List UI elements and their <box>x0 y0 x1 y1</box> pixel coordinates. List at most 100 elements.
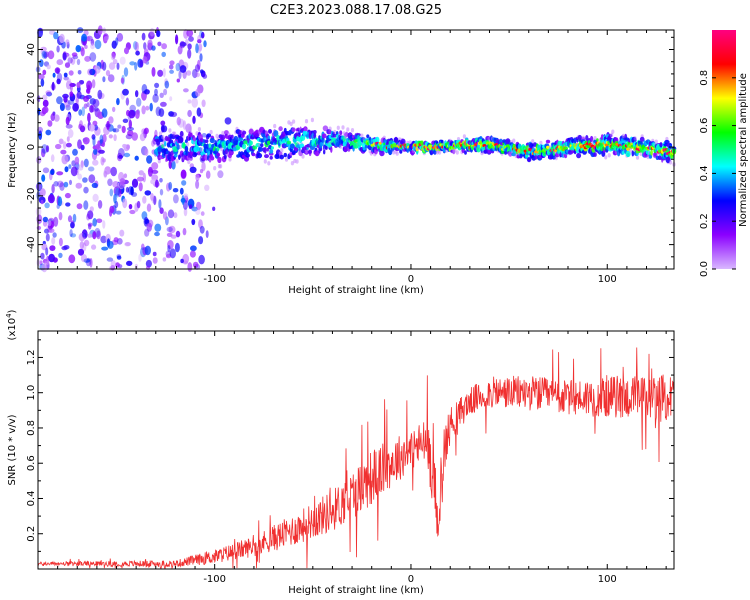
heatmap-noise-cell <box>191 97 198 108</box>
heatmap-noise-cell <box>166 226 173 233</box>
heatmap-noise-cell <box>76 203 83 210</box>
heatmap-halo-cell <box>531 139 535 144</box>
heatmap-noise-cell <box>174 242 180 253</box>
heatmap-noise-cell <box>167 209 175 219</box>
colorbar: 0.0 0.2 0.4 0.6 0.8 Normalized spectral ampl… <box>699 30 749 277</box>
heatmap-noise-cell <box>196 107 202 117</box>
heatmap-noise-cell <box>64 62 71 68</box>
heatmap-noise-cell <box>164 80 170 89</box>
heatmap-noise-cell <box>36 225 42 230</box>
heatmap-noise-cell <box>180 258 184 264</box>
heatmap-signal-cell <box>254 133 260 138</box>
heatmap-noise-cell <box>99 134 104 145</box>
heatmap-noise-cell <box>144 148 149 157</box>
heatmap-signal-cell <box>180 136 184 143</box>
heatmap-noise-cell <box>101 108 108 118</box>
heatmap-noise-cell <box>146 155 153 164</box>
heatmap-halo-cell <box>257 143 261 148</box>
heatmap-noise-cell <box>59 33 65 44</box>
heatmap-noise-cell <box>47 194 55 204</box>
heatmap-halo-cell <box>593 136 597 141</box>
heatmap-signal-cell <box>266 147 270 152</box>
snr-x-ticks: -100 0 100 <box>57 331 667 585</box>
heatmap-signal-cell <box>270 146 274 150</box>
heatmap-noise-cell <box>201 133 207 138</box>
heatmap-halo-cell <box>635 155 640 160</box>
heatmap-signal-cell <box>303 127 307 132</box>
heatmap-noise-cell <box>142 172 146 183</box>
heatmap-noise-cell <box>113 186 121 196</box>
heatmap-signal-cell <box>176 144 180 150</box>
heatmap-signal-cell <box>464 150 467 155</box>
heatmap-signal-cell <box>189 132 193 138</box>
y-tick-label: 1.0 <box>26 385 37 401</box>
heatmap-halo-cell <box>539 140 543 146</box>
heatmap-noise-cell <box>112 128 117 133</box>
heatmap-noise-cell <box>195 174 200 182</box>
heatmap-noise-cell <box>119 229 125 237</box>
heatmap-noise-cell <box>124 47 129 55</box>
heatmap-noise-cell <box>108 116 114 124</box>
heatmap-signal-cell <box>156 139 161 146</box>
heatmap-noise-cell <box>180 169 187 179</box>
heatmap-noise-cell <box>69 82 73 92</box>
heatmap-halo-cell <box>178 144 183 150</box>
heatmap-noise-cell <box>125 97 130 106</box>
heatmap-noise-cell <box>110 260 117 269</box>
heatmap-noise-cell <box>70 233 77 238</box>
heatmap-noise-cell <box>39 59 44 67</box>
heatmap-noise-cell <box>96 218 103 224</box>
heatmap-noise-cell <box>92 159 99 166</box>
heatmap-signal-cell <box>208 143 212 149</box>
heatmap-halo-cell <box>175 159 179 164</box>
heatmap-noise-cell <box>89 258 93 268</box>
heatmap-noise-cell <box>116 152 123 162</box>
heatmap-noise-cell <box>190 245 197 252</box>
heatmap-noise-cell <box>168 225 176 234</box>
heatmap-noise-cell <box>144 218 150 225</box>
heatmap-noise-cell <box>205 170 211 179</box>
spectrogram-y-label: Frequency (Hz) <box>7 112 18 188</box>
heatmap-noise-cell <box>144 89 150 95</box>
heatmap-noise-cell <box>86 102 90 108</box>
heatmap-noise-cell <box>176 116 181 126</box>
heatmap-noise-cell <box>135 90 139 98</box>
heatmap-noise-cell <box>87 210 94 220</box>
heatmap-signal-cell <box>251 152 256 157</box>
colorbar-tick-label: 0.0 <box>699 261 710 277</box>
heatmap-noise-cell <box>103 170 108 178</box>
heatmap-halo-cell <box>200 147 204 152</box>
spectrogram-frame <box>37 29 675 270</box>
heatmap-noise-cell <box>68 70 74 76</box>
heatmap-noise-cell <box>141 84 148 94</box>
heatmap-noise-cell <box>135 50 140 56</box>
heatmap-noise-cell <box>134 61 138 71</box>
heatmap-noise-cell <box>105 70 111 77</box>
heatmap-noise-cell <box>41 50 47 59</box>
heatmap-noise-cell <box>102 220 106 229</box>
heatmap-noise-cell <box>88 166 95 172</box>
y-tick-label: -20 <box>26 188 37 204</box>
heatmap-halo-cell <box>333 129 337 135</box>
heatmap-signal-cell <box>573 137 577 144</box>
heatmap-noise-cell <box>97 200 103 209</box>
colorbar-tick-label: 0.2 <box>699 213 710 229</box>
heatmap-noise-cell <box>145 105 150 111</box>
heatmap-signal-cell <box>526 157 532 163</box>
heatmap-signal-cell <box>199 138 204 143</box>
heatmap-signal-cell <box>264 154 269 159</box>
heatmap-noise-cell <box>107 178 113 187</box>
heatmap-noise-cell <box>180 198 186 203</box>
heatmap-noise-cell <box>68 164 72 169</box>
heatmap-noise-cell <box>169 96 173 102</box>
heatmap-halo-cell <box>228 157 232 162</box>
heatmap-noise-cell <box>103 169 108 179</box>
heatmap-noise-cell <box>45 129 52 136</box>
heatmap-halo-cell <box>611 129 615 134</box>
heatmap-noise-cell <box>39 188 46 197</box>
heatmap-signal-cell <box>164 141 167 147</box>
heatmap-signal-cell <box>505 138 511 145</box>
heatmap-signal-cell <box>210 156 215 161</box>
heatmap-noise-cell <box>151 140 155 147</box>
